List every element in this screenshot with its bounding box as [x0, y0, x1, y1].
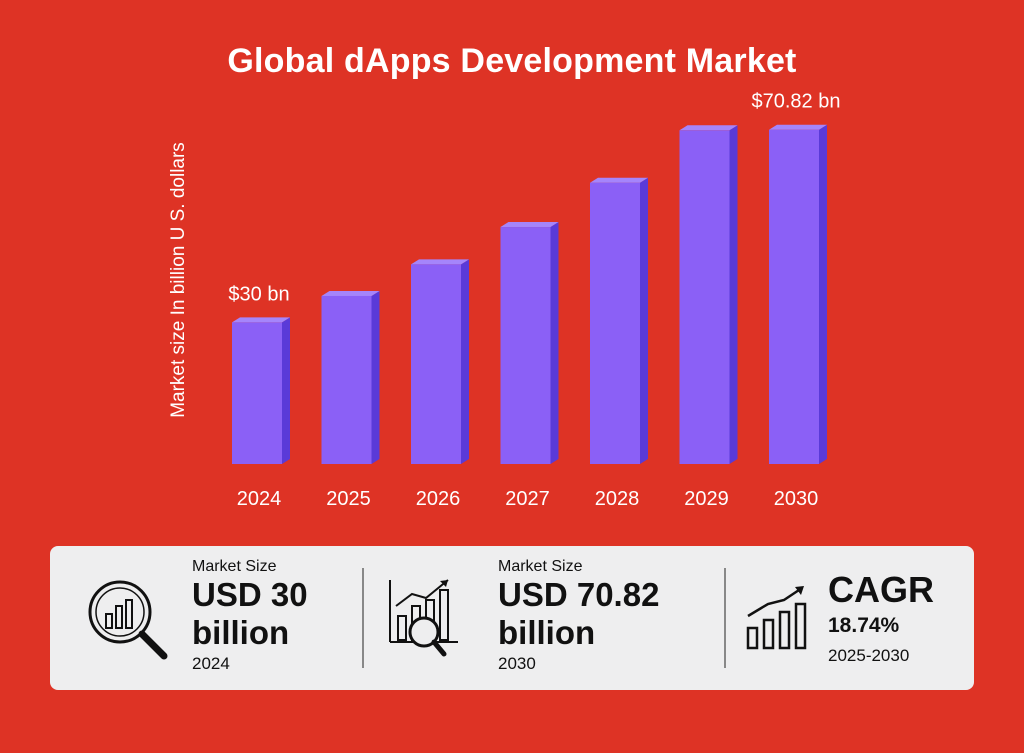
data-label: $30 bn	[228, 283, 289, 305]
market-size-2030: Market Size USD 70.82 billion 2030	[498, 558, 659, 674]
cagr-label: CAGR	[828, 569, 934, 610]
market-size-2030-year: 2030	[498, 654, 536, 673]
bar-top	[590, 177, 648, 183]
cagr-value: 18.74%	[828, 614, 900, 637]
bar-side	[461, 259, 469, 464]
market-size-2024-value-line1: USD 30	[192, 576, 308, 613]
magnifier-chart-icon	[88, 580, 168, 660]
bar-top	[321, 290, 380, 296]
bar-top	[500, 222, 559, 228]
growth-analysis-icon	[389, 579, 458, 657]
bar-side	[550, 222, 559, 464]
x-tick-label: 2025	[326, 488, 371, 510]
x-tick-label: 2030	[774, 488, 819, 510]
bar-chart: Market size In billion U S. dollars 2024…	[168, 91, 841, 510]
data-label: $70.82 bn	[752, 91, 841, 113]
bar-top	[232, 317, 290, 323]
bar	[232, 322, 282, 464]
bar-side	[640, 177, 648, 465]
bar-side	[282, 317, 290, 464]
x-tick-label: 2027	[505, 488, 550, 510]
bar	[500, 227, 551, 464]
bar	[590, 182, 640, 465]
x-tick-label: 2029	[684, 488, 729, 510]
bar	[769, 129, 819, 464]
market-size-2030-value-line1: USD 70.82	[498, 576, 660, 613]
rising-bars-icon	[746, 586, 807, 650]
bar-side	[371, 290, 380, 464]
bar	[411, 264, 461, 464]
chart-title: Global dApps Development Market	[227, 42, 797, 80]
market-size-2024: Market Size USD 30 billion 2024	[192, 558, 308, 674]
market-size-2024-value-line2: billion	[192, 614, 290, 651]
divider	[724, 568, 726, 668]
market-size-2030-value-line2: billion	[498, 614, 596, 651]
bar-top	[411, 259, 469, 265]
stats-panel: Market Size USD 30 billion 2024 Market S…	[50, 546, 974, 690]
market-size-2024-year: 2024	[192, 654, 230, 673]
bar-top	[679, 125, 738, 131]
cagr-stat: CAGR 18.74% 2025-2030	[828, 570, 934, 666]
bar	[679, 130, 730, 464]
divider	[362, 568, 364, 668]
x-tick-label: 2026	[416, 488, 461, 510]
market-size-2030-label: Market Size	[498, 558, 583, 575]
bar-side	[729, 125, 738, 465]
bar-top	[769, 124, 827, 130]
x-tick-label: 2024	[237, 488, 282, 510]
cagr-years: 2025-2030	[828, 646, 910, 665]
market-size-2024-label: Market Size	[192, 558, 277, 575]
y-axis-label: Market size In billion U S. dollars	[168, 142, 189, 418]
bar-side	[819, 124, 827, 464]
bar	[321, 295, 372, 464]
x-tick-label: 2028	[595, 488, 640, 510]
